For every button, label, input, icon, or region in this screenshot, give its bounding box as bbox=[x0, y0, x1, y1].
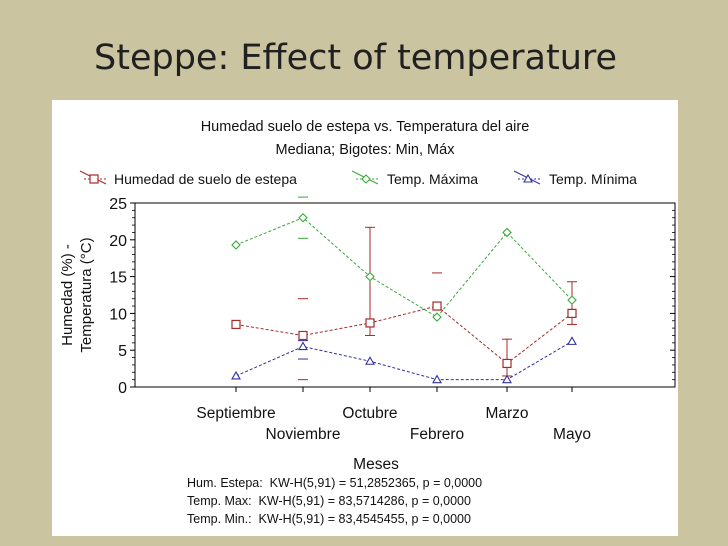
y-axis-label-line1: Humedad (%) - bbox=[59, 244, 76, 346]
point-0-2 bbox=[365, 318, 375, 328]
point-1-1 bbox=[298, 212, 308, 223]
point-0-4 bbox=[502, 358, 512, 369]
stat-hum-estepa: Hum. Estepa: KW-H(5,91) = 51,2852365, p … bbox=[187, 476, 483, 490]
x-tick-label-4: Marzo bbox=[485, 405, 528, 422]
legend-label-0: Humedad de suelo de estepa bbox=[114, 171, 297, 187]
y-tick-label-1: 5 bbox=[118, 343, 127, 360]
point-0-0 bbox=[231, 319, 241, 330]
x-axis-label: Meses bbox=[353, 456, 399, 473]
point-0-5 bbox=[567, 308, 577, 318]
series-line-0 bbox=[235, 305, 573, 365]
x-tick-label-3: Febrero bbox=[410, 426, 464, 443]
point-1-0 bbox=[231, 240, 241, 250]
point-2-3 bbox=[432, 374, 442, 384]
plot-frame bbox=[134, 202, 676, 388]
legend-label-2: Temp. Mínima bbox=[549, 171, 637, 187]
point-2-2 bbox=[365, 356, 375, 365]
point-0-1 bbox=[298, 330, 308, 341]
legend-marker-2 bbox=[523, 173, 533, 183]
y-tick-label-3: 15 bbox=[109, 270, 127, 287]
point-2-0 bbox=[231, 370, 241, 380]
x-tick-label-0: Septiembre bbox=[196, 405, 275, 422]
y-tick-label-5: 25 bbox=[109, 196, 127, 213]
point-2-4 bbox=[502, 374, 512, 384]
y-tick-label-2: 10 bbox=[109, 306, 127, 323]
legend-marker-0 bbox=[89, 174, 99, 184]
chart-panel: Humedad suelo de estepa vs. Temperatura … bbox=[52, 100, 678, 536]
point-1-4 bbox=[502, 227, 512, 238]
slide-title: Steppe: Effect of temperature bbox=[94, 38, 618, 78]
stat-temp-min: Temp. Min.: KW-H(5,91) = 83,4545455, p =… bbox=[187, 512, 471, 526]
point-2-5 bbox=[567, 336, 577, 345]
series-line-1 bbox=[235, 217, 573, 318]
point-2-1 bbox=[298, 341, 308, 351]
point-1-5 bbox=[567, 295, 577, 305]
series-line-2 bbox=[235, 340, 573, 381]
stat-temp-max: Temp. Max: KW-H(5,91) = 83,5714286, p = … bbox=[187, 494, 471, 508]
y-tick-label-4: 20 bbox=[109, 233, 127, 250]
point-1-3 bbox=[432, 312, 442, 322]
legend-marker-1 bbox=[361, 174, 371, 184]
x-tick-label-5: Mayo bbox=[553, 426, 591, 443]
legend-label-1: Temp. Máxima bbox=[387, 171, 478, 187]
x-tick-label-1: Noviembre bbox=[266, 426, 341, 443]
point-1-2 bbox=[365, 271, 375, 282]
x-tick-label-2: Octubre bbox=[342, 405, 397, 422]
chart-title: Humedad suelo de estepa vs. Temperatura … bbox=[201, 119, 530, 135]
chart-subtitle: Mediana; Bigotes: Min, Máx bbox=[276, 142, 456, 158]
chart-svg: Humedad suelo de estepa vs. Temperatura … bbox=[59, 119, 676, 473]
y-axis-label-line2: Temperatura (°C) bbox=[78, 237, 95, 352]
y-tick-label-0: 0 bbox=[118, 380, 127, 397]
point-0-3 bbox=[432, 301, 442, 311]
